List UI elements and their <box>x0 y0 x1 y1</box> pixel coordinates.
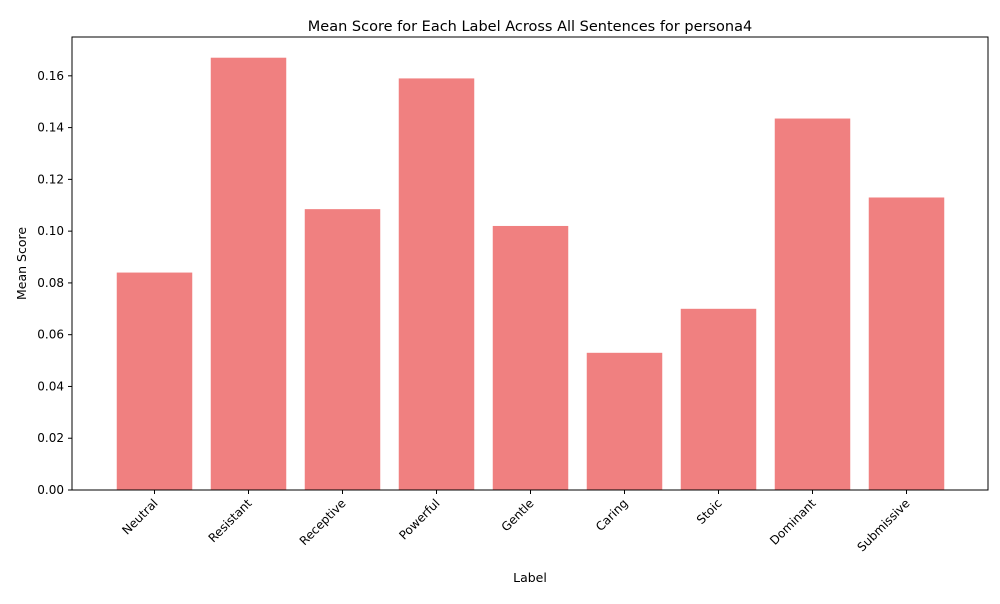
x-tick-label-stoic: Stoic <box>694 496 725 527</box>
chart-title: Mean Score for Each Label Across All Sen… <box>308 19 752 35</box>
bar-submissive <box>868 197 945 490</box>
x-tick-label-caring: Caring <box>593 496 631 534</box>
x-tick-label-resistant: Resistant <box>206 496 255 545</box>
bar-stoic <box>680 308 757 490</box>
y-tick-label: 0.06 <box>37 328 64 342</box>
x-axis-label: Label <box>513 570 547 585</box>
bar-receptive <box>304 209 381 490</box>
y-tick-label: 0.08 <box>37 276 64 290</box>
bar-dominant <box>774 118 851 490</box>
bar-caring <box>586 352 663 490</box>
y-tick-label: 0.10 <box>37 224 64 238</box>
bar-powerful <box>398 78 475 490</box>
y-tick-label: 0.12 <box>37 172 64 186</box>
x-tick-label-dominant: Dominant <box>767 496 819 548</box>
x-tick-label-neutral: Neutral <box>119 496 160 537</box>
x-tick-label-gentle: Gentle <box>499 496 537 534</box>
x-tick-label-submissive: Submissive <box>855 496 913 554</box>
y-tick-label: 0.02 <box>37 431 64 445</box>
bar-resistant <box>210 57 287 491</box>
bar-gentle <box>492 225 569 491</box>
y-tick-label: 0.04 <box>37 379 64 393</box>
x-tick-label-receptive: Receptive <box>297 496 349 548</box>
bar-neutral <box>116 272 193 490</box>
plot-area: 0.00 0.02 0.04 0.06 0.08 0.10 0.12 0.14 0.16 Neut… <box>37 36 989 554</box>
y-tick-label: 0.14 <box>37 121 64 135</box>
x-tick-label-powerful: Powerful <box>396 496 442 542</box>
y-tick-label: 0.00 <box>37 483 64 497</box>
y-tick-label: 0.16 <box>37 69 64 83</box>
y-axis-label: Mean Score <box>14 227 29 300</box>
